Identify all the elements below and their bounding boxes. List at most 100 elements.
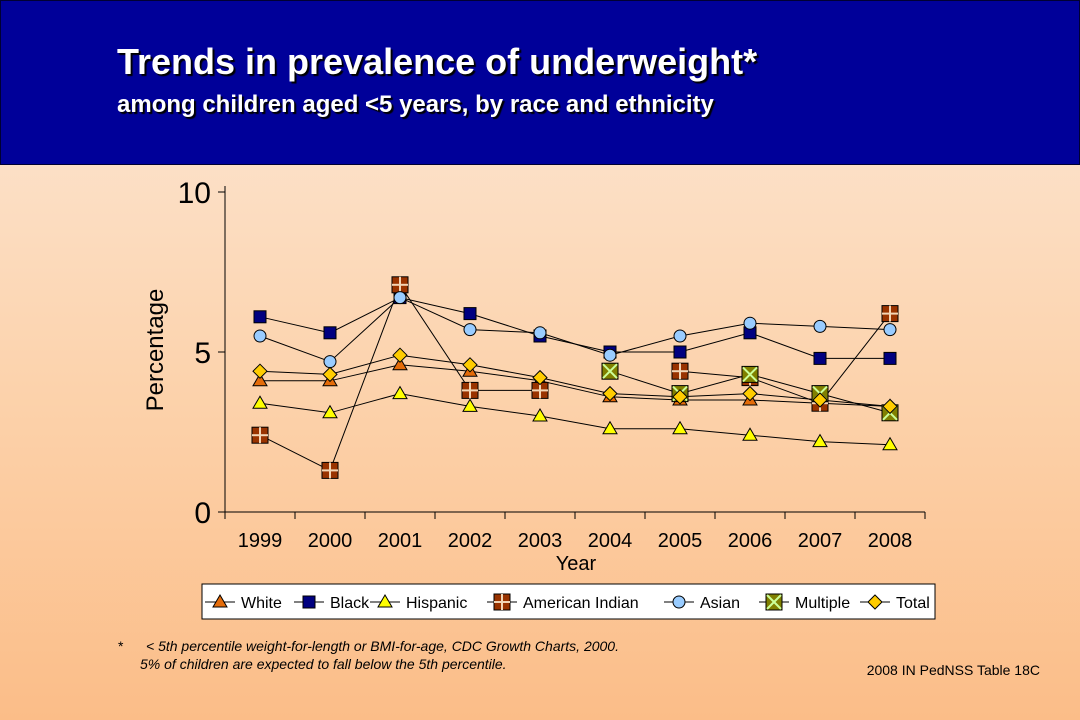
x-tick-label: 2007 [798,530,843,552]
data-point [813,351,827,365]
x-axis-label: Year [556,553,597,575]
legend-marker [302,595,316,609]
data-point [812,392,828,408]
source-note: 2008 IN PedNSS Table 18C [866,662,1040,678]
data-point [251,426,269,444]
data-point [392,356,408,371]
slide-subtitle: among children aged <5 years, by race an… [117,91,714,118]
x-tick-label: 2004 [588,530,633,552]
legend-marker [765,593,783,611]
data-point [813,319,827,333]
legend-marker [377,594,393,608]
x-tick-label: 2005 [658,530,703,552]
data-point [463,307,477,321]
y-tick-label: 5 [194,337,211,370]
markers-black [253,291,897,365]
series-asian [259,297,891,363]
legend: White Black Hispanic American Indian Asian Mu… [201,583,936,620]
data-point [393,291,407,305]
markers-hispanic [252,385,898,451]
legend-label: Asian [700,595,740,612]
data-point [673,345,687,359]
data-point [253,329,267,343]
x-tick-label: 2008 [868,530,913,552]
data-point [252,363,268,379]
series-black [259,297,890,359]
series-line [259,283,540,472]
data-point [392,385,408,400]
data-point [323,355,337,369]
data-point [253,310,267,324]
markers-american-indian [251,276,899,479]
data-point [321,461,339,479]
data-point [323,326,337,340]
data-point [322,404,338,419]
y-tick-label: 0 [194,497,211,530]
data-point [252,395,268,409]
x-tick-label: 1999 [238,530,283,552]
x-tick-label: 2001 [378,530,423,552]
legend-marker [867,594,883,610]
footnote: * < 5th percentile weight-for-length or B… [118,637,619,673]
data-point [742,385,758,402]
data-point [391,276,409,294]
data-point [673,329,687,343]
legend-marker [672,595,686,609]
data-point [741,365,759,383]
y-tick-label: 10 [178,177,211,210]
legend-label: Multiple [795,595,850,612]
footnote-line-2: 5% of children are expected to fall belo… [140,656,507,672]
markers-white [252,356,898,412]
x-tick-label: 2003 [518,530,563,552]
data-point [322,366,338,383]
series-white [260,364,891,407]
header-banner: Trends in prevalence of underweight* amo… [0,0,1080,165]
legend-label: Hispanic [406,595,467,612]
series-hispanic [259,393,891,446]
data-point [601,362,619,380]
x-tick-label: 2000 [308,530,353,552]
series-line [259,354,891,407]
x-tick-label: 2006 [728,530,773,552]
series-total [259,354,891,407]
series-line [259,297,891,363]
legend-label: Black [330,595,370,612]
data-point [671,362,689,380]
legend-marker [212,594,228,608]
data-point [602,420,618,435]
data-point [672,420,688,435]
series-line [259,297,890,359]
data-point [532,408,548,422]
data-point [392,347,408,363]
data-point [743,316,757,330]
series-line [260,364,891,407]
data-point [812,433,828,448]
data-point [603,348,617,362]
data-point [881,305,899,323]
series-line [679,313,891,404]
legend-label: American Indian [523,595,639,612]
series-american-indian [259,283,891,472]
legend-marker [493,593,511,611]
data-point [532,369,548,386]
legend-label: White [241,595,282,612]
x-tick-label: 2002 [448,530,493,552]
markers-total [252,347,898,415]
data-point [883,351,897,365]
data-point [882,398,898,415]
data-point [672,389,688,405]
y-axis-label: Percentage [142,289,169,412]
data-point [252,372,268,387]
slide-title: Trends in prevalence of underweight* [117,41,758,82]
legend-label: Total [896,595,930,612]
markers-asian [253,291,897,369]
data-point [602,385,618,402]
data-point [883,323,897,337]
data-point [533,326,547,340]
data-point [461,381,479,399]
data-point [882,436,898,451]
legend-box [201,583,936,620]
footnote-marker: * [118,638,124,654]
data-point [462,398,478,412]
